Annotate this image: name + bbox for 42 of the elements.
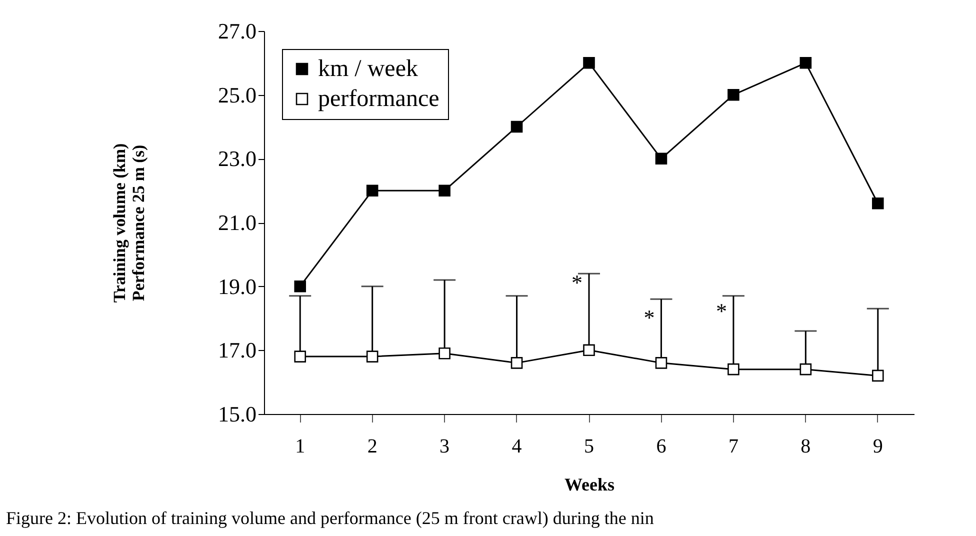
point <box>800 57 812 69</box>
point <box>438 184 450 196</box>
point <box>728 363 740 376</box>
y-tick-label: 23.0 <box>218 146 256 172</box>
x-tick-label: 2 <box>367 436 378 458</box>
point <box>655 152 668 165</box>
caption: Figure 2: Evolution of training volume and performance (25 m front crawl) during the nin <box>6 508 654 529</box>
y-tick-label: 15.0 <box>218 402 256 426</box>
x-tick-label: 8 <box>800 436 811 458</box>
legend-label: performance <box>318 86 440 112</box>
y-tick-label: 25.0 <box>218 82 256 108</box>
x-tick-label: 3 <box>440 436 450 458</box>
point <box>366 184 378 196</box>
x-tick-label: 7 <box>728 436 738 458</box>
point <box>438 347 450 360</box>
x-tick-label: 5 <box>584 436 594 458</box>
x-axis-title: Weeks <box>564 474 615 494</box>
y-tick-label: 27.0 <box>218 18 256 44</box>
annotation: * <box>716 298 727 324</box>
point <box>872 197 884 210</box>
point <box>800 363 812 376</box>
point <box>583 57 595 69</box>
point <box>294 280 306 292</box>
point <box>510 357 523 369</box>
point <box>728 88 740 101</box>
point <box>510 120 523 133</box>
y-tick-label: 21.0 <box>218 210 256 235</box>
x-tick-label: 4 <box>512 436 522 458</box>
annotation: * <box>572 270 582 295</box>
point <box>583 344 595 356</box>
x-tick-label: 6 <box>656 436 666 458</box>
y-axis-title: Training volume (km) Performance 25 m (s) <box>110 143 148 303</box>
point <box>655 357 668 369</box>
y-tick-label: 17.0 <box>218 338 256 363</box>
point <box>366 350 378 362</box>
annotation: * <box>644 304 655 330</box>
point <box>872 370 884 382</box>
x-tick-label: 1 <box>295 436 306 458</box>
x-tick-label: 9 <box>872 436 883 458</box>
y-tick-label: 19.0 <box>218 274 256 299</box>
legend-label: km / week <box>318 56 418 82</box>
point <box>294 350 306 362</box>
